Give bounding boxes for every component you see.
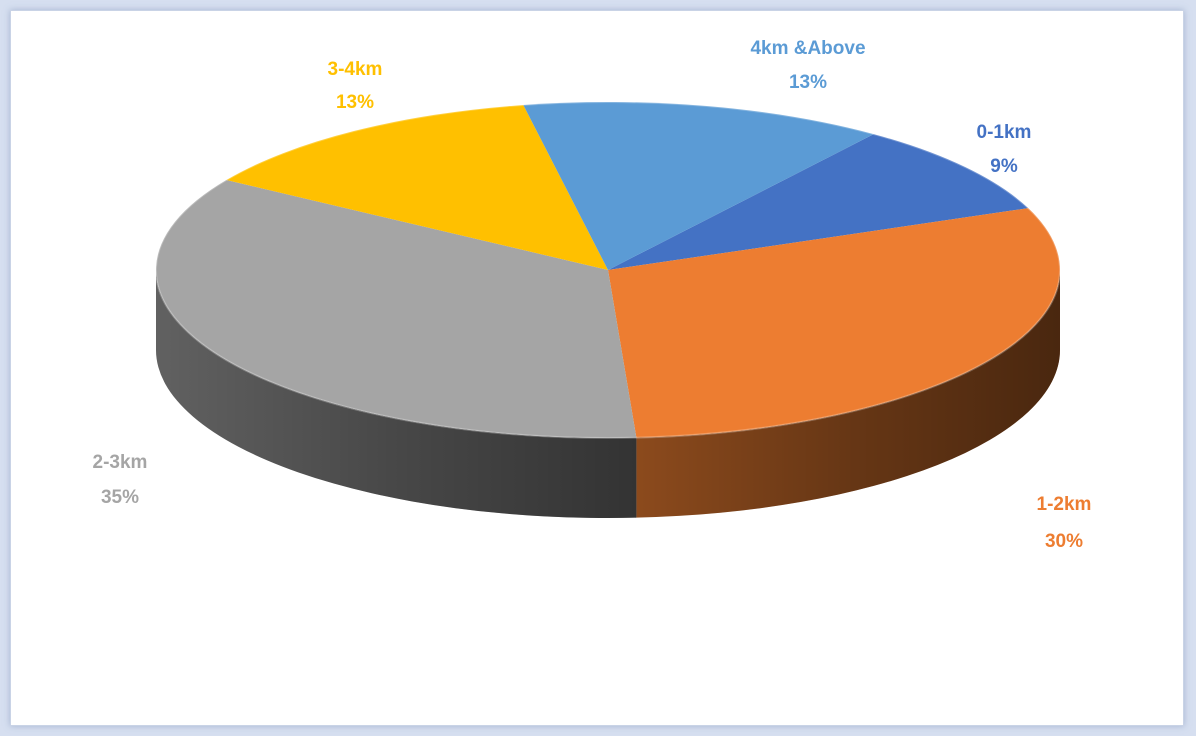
slice-percent-4: 13% [336,92,374,113]
pie-side-shade-3 [156,270,637,518]
pie-side-shade-2 [636,270,1060,518]
slice-percent-5: 13% [789,72,827,93]
slice-label-4: 3-4km [328,59,383,80]
slice-percent-2: 30% [1045,531,1083,552]
pie-slice-3 [155,179,637,439]
pie-slice-2 [608,208,1060,438]
slice-percent-1: 9% [990,156,1018,177]
slice-label-3: 2-3km [93,452,148,473]
pie-slice-5 [523,102,874,271]
pie-slice-1 [608,134,1029,270]
pie-slice-4 [226,104,609,270]
slice-percent-3: 35% [101,487,139,508]
slice-label-2: 1-2km [1037,494,1092,515]
slice-label-1: 0-1km [977,122,1032,143]
pie-rim [155,101,1061,439]
slice-label-5: 4km &Above [750,38,865,59]
